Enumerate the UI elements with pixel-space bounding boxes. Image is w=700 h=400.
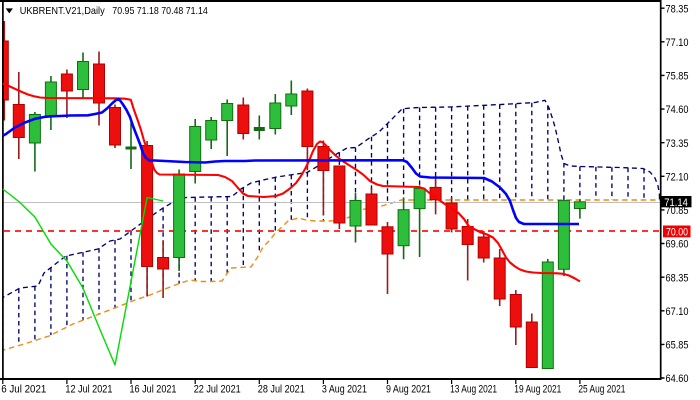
svg-text:78.35: 78.35 [666,3,689,15]
svg-text:67.10: 67.10 [666,306,689,318]
svg-text:70.00: 70.00 [666,227,688,239]
svg-text:71.14: 71.14 [664,197,688,209]
svg-text:69.60: 69.60 [666,239,689,251]
svg-text:74.60: 74.60 [666,104,689,116]
svg-text:25 Aug 2021: 25 Aug 2021 [578,384,625,396]
svg-text:73.35: 73.35 [666,138,689,150]
svg-text:75.85: 75.85 [666,71,689,83]
svg-text:68.35: 68.35 [666,272,689,284]
svg-text:28 Jul 2021: 28 Jul 2021 [258,384,305,396]
svg-text:19 Aug 2021: 19 Aug 2021 [514,384,561,396]
svg-text:70.95 71.18 70.48 71.14: 70.95 71.18 70.48 71.14 [112,5,208,17]
svg-text:72.10: 72.10 [666,171,689,183]
svg-text:70.85: 70.85 [666,205,689,217]
svg-text:77.10: 77.10 [666,37,689,49]
svg-text:9 Aug 2021: 9 Aug 2021 [386,384,431,396]
svg-text:22 Jul 2021: 22 Jul 2021 [194,384,241,396]
svg-text:3 Aug 2021: 3 Aug 2021 [322,384,367,396]
svg-text:64.60: 64.60 [666,373,689,385]
svg-text:13 Aug 2021: 13 Aug 2021 [450,384,497,396]
svg-text:6 Jul 2021: 6 Jul 2021 [1,384,46,396]
svg-text:16 Jul 2021: 16 Jul 2021 [130,384,177,396]
svg-text:12 Jul 2021: 12 Jul 2021 [65,384,112,396]
svg-text:65.85: 65.85 [666,340,689,352]
svg-text:UKBRENT.V21,Daily: UKBRENT.V21,Daily [20,5,106,17]
